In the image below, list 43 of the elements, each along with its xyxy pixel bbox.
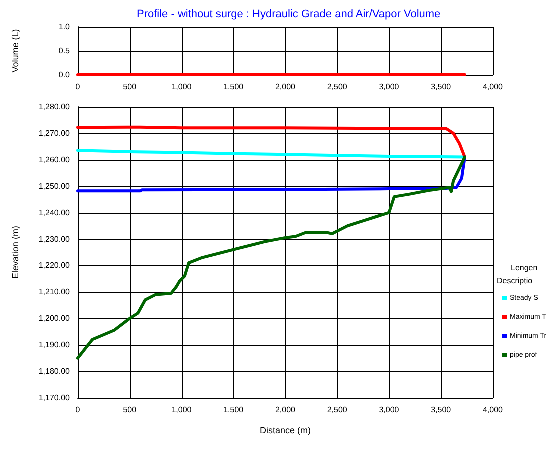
y-tick-label: 1.0 [58, 22, 71, 32]
y-tick-label: 1,280.00 [38, 102, 71, 112]
x-tick-label: 2,500 [327, 82, 348, 92]
y-tick-label: 1,220.00 [38, 261, 71, 270]
x-tick-label: 2,000 [275, 82, 296, 92]
x-tick-label: 4,000 [482, 406, 504, 414]
y-tick-label: 1,250.00 [38, 182, 71, 191]
y-tick-label: 1,240.00 [38, 208, 71, 218]
x-tick-label: 2,500 [327, 406, 348, 414]
y-tick-label: 1,260.00 [38, 155, 71, 164]
legend-title: Lengen [511, 264, 538, 272]
y-tick-label: 1,190.00 [38, 340, 71, 350]
chart-title: Profile - without surge : Hydraulic Grade and Air/Vapor Volume [137, 8, 441, 20]
x-tick-label: 1,500 [224, 406, 244, 414]
y-axis-title: Elevation (m) [10, 226, 20, 280]
y-tick-label: 1,270.00 [38, 128, 71, 138]
x-tick-label: 0 [76, 82, 81, 92]
y-tick-label: 0.0 [58, 70, 71, 80]
x-tick-label: 2,000 [275, 406, 296, 414]
x-tick-label: 1,500 [224, 82, 244, 92]
x-tick-label: 0 [76, 406, 81, 414]
line-series [76, 126, 466, 159]
x-tick-label: 3,500 [431, 82, 452, 92]
y-tick-label: 1,230.00 [38, 234, 71, 244]
x-tick-label: 3,500 [431, 406, 452, 414]
line-series [76, 156, 466, 360]
y-tick-label: 1,180.00 [38, 367, 71, 376]
x-axis-title: Distance (m) [260, 426, 312, 436]
text: Descriptio [497, 276, 534, 286]
y-tick-label: 0.5 [58, 46, 71, 56]
y-tick-label: 1,170.00 [38, 394, 71, 402]
x-tick-label: 500 [123, 406, 138, 414]
x-tick-label: 500 [123, 82, 138, 92]
line-series [76, 156, 466, 193]
y-tick-label: 1,200.00 [38, 314, 71, 324]
x-tick-label: 3,000 [379, 82, 400, 92]
x-tick-label: 3,000 [379, 406, 400, 414]
line-series [76, 149, 466, 159]
x-tick-label: 1,000 [172, 82, 192, 92]
x-tick-label: 4,000 [482, 82, 504, 92]
y-axis-title: Volume (L) [10, 29, 20, 73]
x-tick-label: 1,000 [172, 406, 192, 414]
y-tick-label: 1,210.00 [38, 288, 71, 297]
